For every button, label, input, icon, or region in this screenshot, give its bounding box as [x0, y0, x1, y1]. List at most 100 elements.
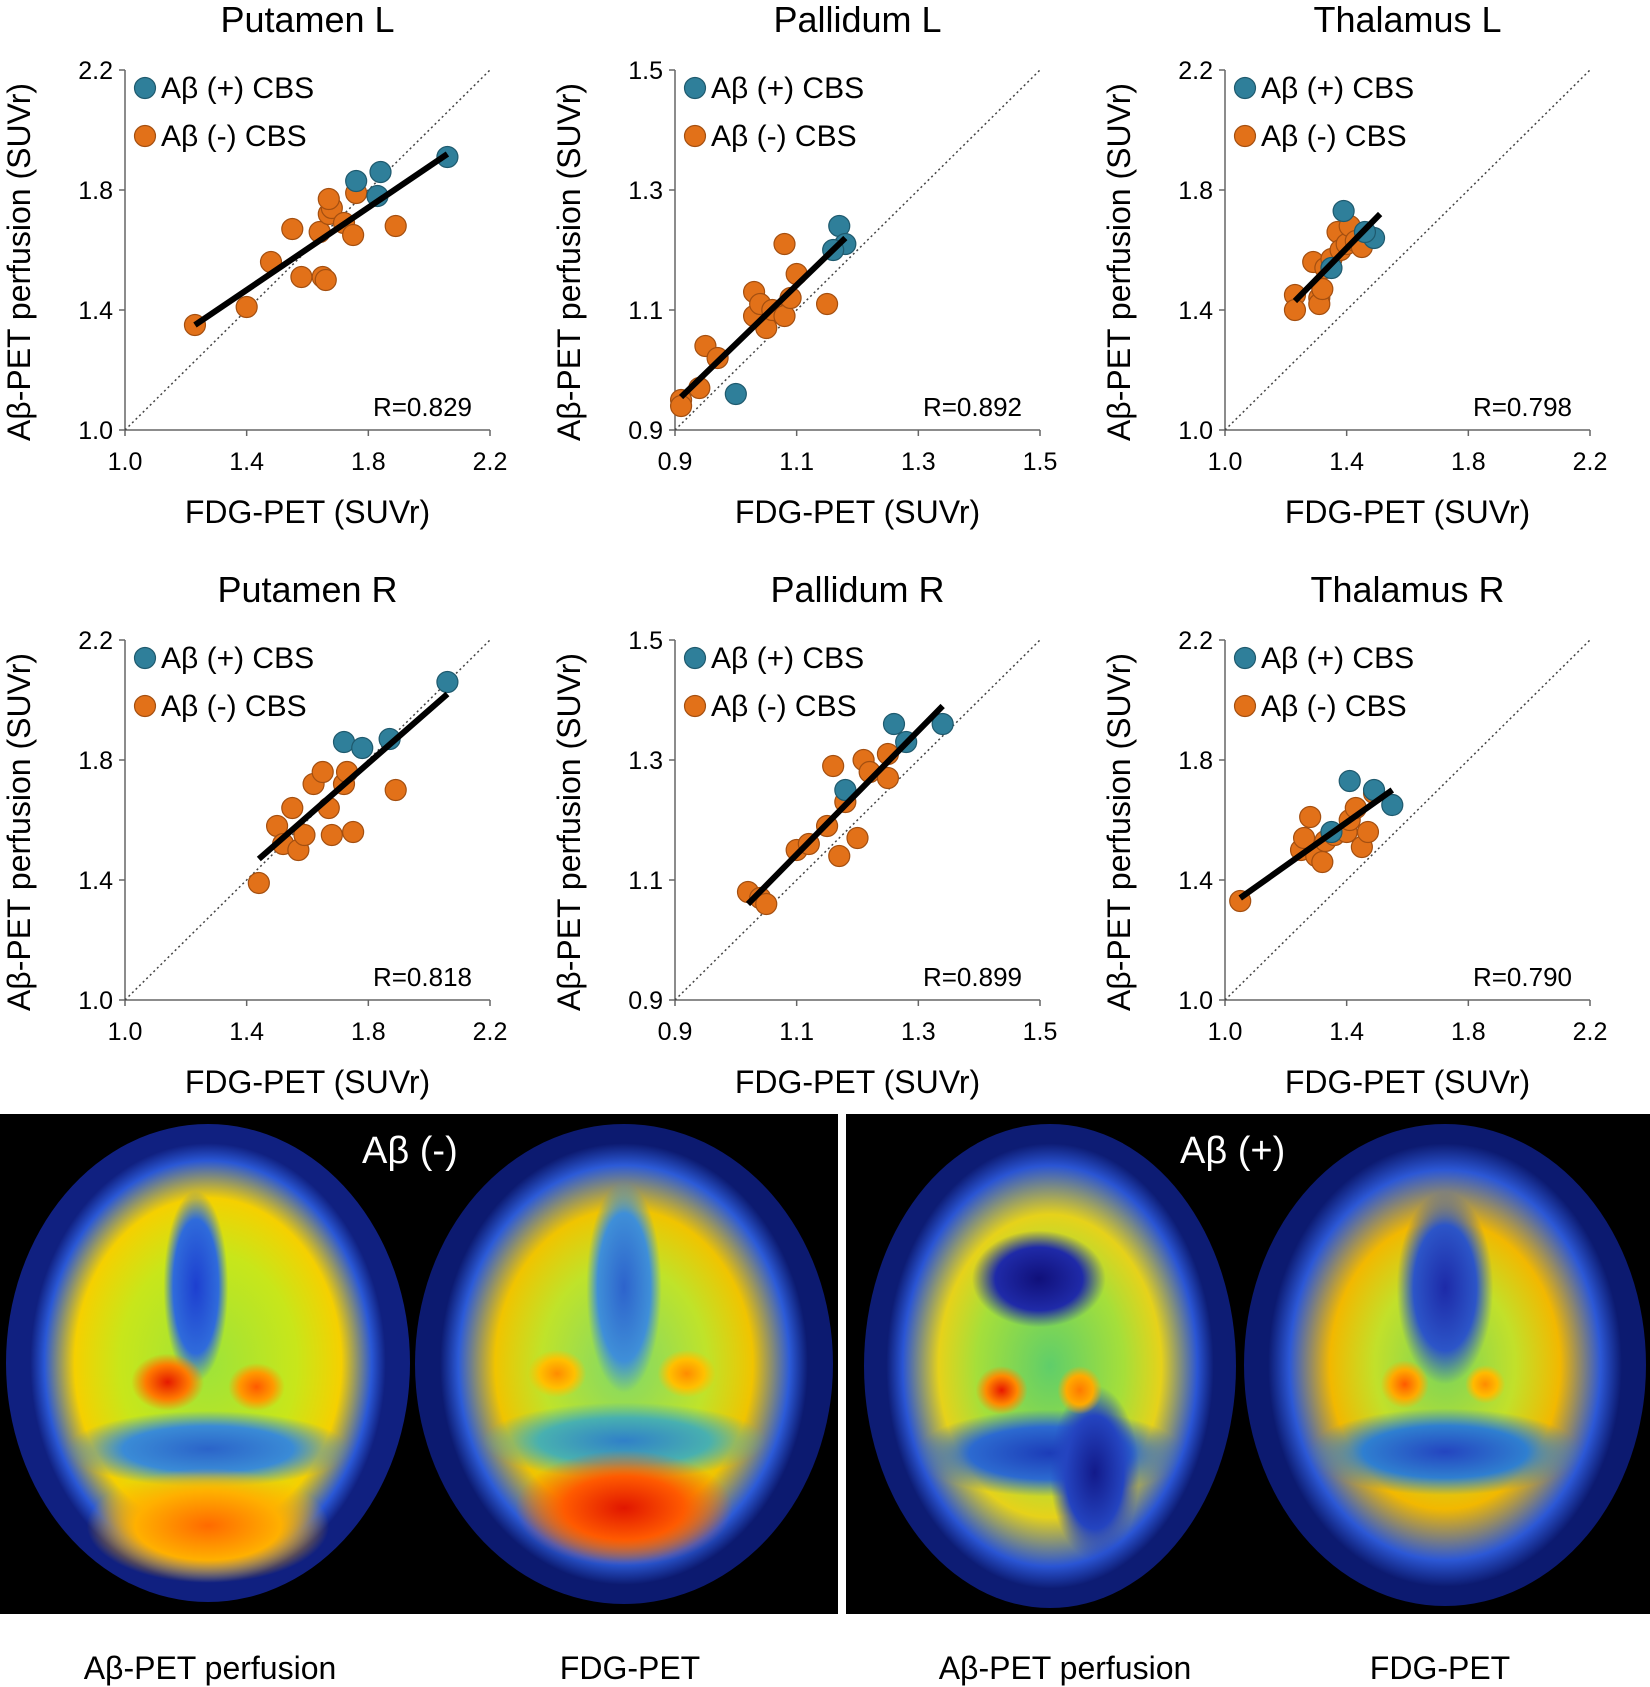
legend-negative-label: Aβ (-) CBS — [711, 120, 857, 153]
y-tick-label: 1.4 — [1178, 867, 1213, 895]
legend-positive-label: Aβ (+) CBS — [161, 642, 314, 675]
positive-point — [369, 160, 392, 184]
y-tick-label: 1.0 — [1178, 987, 1213, 1015]
y-tick-label: 0.9 — [628, 987, 663, 1015]
y-axis-label: Aβ-PET perfusion (SUVr) — [1101, 83, 1137, 441]
y-tick-label: 1.5 — [628, 627, 663, 655]
chart-title: Putamen L — [220, 0, 394, 40]
correlation-label: R=0.829 — [373, 392, 472, 422]
x-tick-label: 1.4 — [1329, 1018, 1364, 1046]
pet-scan-positive-perfusion — [864, 1124, 1236, 1608]
positive-point — [351, 736, 374, 760]
y-axis-label: Aβ-PET perfusion (SUVr) — [1, 653, 37, 1011]
x-tick-label: 1.3 — [901, 448, 936, 476]
y-tick-label: 2.2 — [1178, 57, 1213, 85]
negative-point — [235, 295, 258, 319]
correlation-label: R=0.818 — [373, 962, 472, 992]
y-tick-label: 2.2 — [1178, 627, 1213, 655]
caption-positive-fdg: FDG-PET — [1369, 1650, 1511, 1686]
scatter-panels: Putamen L 1.0 1.4 1.8 2.2 1.0 1.4 1.8 2.2 FDG-PET… — [0, 0, 1650, 1110]
x-tick-label: 1.1 — [779, 1018, 814, 1046]
legend-negative-label: Aβ (-) CBS — [1261, 120, 1407, 153]
x-tick-label: 1.0 — [108, 1018, 143, 1046]
positive-point — [724, 382, 747, 406]
y-tick-label: 2.2 — [78, 57, 113, 85]
x-tick-label: 1.0 — [1208, 448, 1243, 476]
legend-positive-marker — [1233, 646, 1257, 670]
legend-positive-marker — [133, 76, 157, 100]
negative-point — [281, 217, 304, 241]
legend-positive-marker — [133, 646, 157, 670]
positive-point — [882, 712, 906, 736]
negative-point — [822, 754, 845, 778]
x-tick-label: 1.5 — [1023, 1018, 1058, 1046]
legend-negative-label: Aβ (-) CBS — [1261, 690, 1407, 723]
negative-point — [320, 823, 343, 847]
negative-point — [314, 268, 337, 292]
identity-line — [674, 639, 1041, 1001]
y-tick-label: 1.8 — [78, 747, 113, 775]
x-axis-label: FDG-PET (SUVr) — [1285, 494, 1530, 530]
negative-point — [342, 223, 365, 247]
legend-negative-marker — [683, 124, 707, 148]
legend-negative-label: Aβ (-) CBS — [161, 120, 307, 153]
scatter-chart-6: Thalamus R 1.0 1.4 1.8 2.2 1.0 1.4 1.8 2.2 FDG-PE… — [1101, 569, 1607, 1100]
legend-negative-marker — [133, 124, 157, 148]
y-tick-label: 1.1 — [628, 867, 663, 895]
negative-point — [846, 826, 869, 850]
negative-point — [1283, 298, 1307, 322]
negative-point — [755, 892, 778, 916]
regression-line — [745, 703, 945, 907]
x-tick-label: 0.9 — [658, 448, 693, 476]
x-axis-label: FDG-PET (SUVr) — [1285, 1064, 1530, 1100]
chart-title: Thalamus R — [1310, 569, 1504, 610]
pet-positive-panel: Aβ (+) — [846, 1114, 1650, 1614]
y-tick-label: 1.3 — [628, 747, 663, 775]
x-tick-label: 1.3 — [901, 1018, 936, 1046]
legend-positive-marker — [683, 646, 707, 670]
negative-point — [1311, 850, 1334, 874]
x-tick-label: 1.5 — [1023, 448, 1058, 476]
legend-positive-label: Aβ (+) CBS — [1261, 72, 1414, 105]
y-axis-label: Aβ-PET perfusion (SUVr) — [551, 83, 587, 441]
chart-panel-6: Thalamus R 1.0 1.4 1.8 2.2 1.0 1.4 1.8 2.2 FDG-PE… — [1100, 569, 1650, 1110]
chart-panel-4: Putamen R 1.0 1.4 1.8 2.2 1.0 1.4 1.8 2.2 FDG-PET… — [0, 569, 550, 1110]
positive-point — [436, 670, 459, 694]
pet-label-positive: Aβ (+) — [1180, 1130, 1286, 1172]
pet-image-area: Aβ (-) Aβ (+) Aβ-PET perfusion FDG-PET A… — [0, 1114, 1650, 1687]
x-axis-label: FDG-PET (SUVr) — [185, 494, 430, 530]
negative-point — [311, 760, 334, 784]
x-tick-label: 2.2 — [1573, 448, 1608, 476]
y-tick-label: 1.8 — [1178, 177, 1213, 205]
y-axis-label: Aβ-PET perfusion (SUVr) — [1, 83, 37, 441]
caption-negative-perfusion: Aβ-PET perfusion — [83, 1650, 337, 1686]
positive-point — [834, 778, 857, 802]
negative-point — [290, 265, 313, 289]
x-axis-label: FDG-PET (SUVr) — [735, 1064, 980, 1100]
identity-line — [1224, 639, 1591, 1001]
x-tick-label: 1.8 — [351, 448, 386, 476]
identity-line — [1224, 69, 1591, 431]
caption-positive-perfusion: Aβ-PET perfusion — [938, 1650, 1192, 1686]
legend-negative-marker — [1233, 124, 1257, 148]
scatter-chart-4: Putamen R 1.0 1.4 1.8 2.2 1.0 1.4 1.8 2.2 FDG-PET… — [1, 569, 507, 1100]
scatter-chart-5: Pallidum R 0.9 1.1 1.3 1.5 0.9 1.1 1.3 1.5 FDG-PE… — [551, 569, 1058, 1100]
negative-point — [281, 796, 304, 820]
legend-positive-label: Aβ (+) CBS — [711, 72, 864, 105]
correlation-label: R=0.798 — [1473, 392, 1572, 422]
positive-point — [1332, 199, 1355, 223]
negative-point — [317, 187, 340, 211]
negative-point — [384, 214, 407, 238]
legend-positive-label: Aβ (+) CBS — [711, 642, 864, 675]
y-tick-label: 1.4 — [78, 867, 113, 895]
x-tick-label: 1.4 — [1329, 448, 1364, 476]
negative-point — [1356, 820, 1380, 844]
y-tick-label: 1.8 — [78, 177, 113, 205]
negative-point — [773, 232, 796, 256]
chart-title: Thalamus L — [1313, 0, 1501, 40]
y-tick-label: 1.0 — [78, 417, 113, 445]
positive-point — [1381, 793, 1404, 817]
legend-negative-marker — [683, 694, 707, 718]
y-tick-label: 1.3 — [628, 177, 663, 205]
negative-point — [669, 394, 693, 418]
